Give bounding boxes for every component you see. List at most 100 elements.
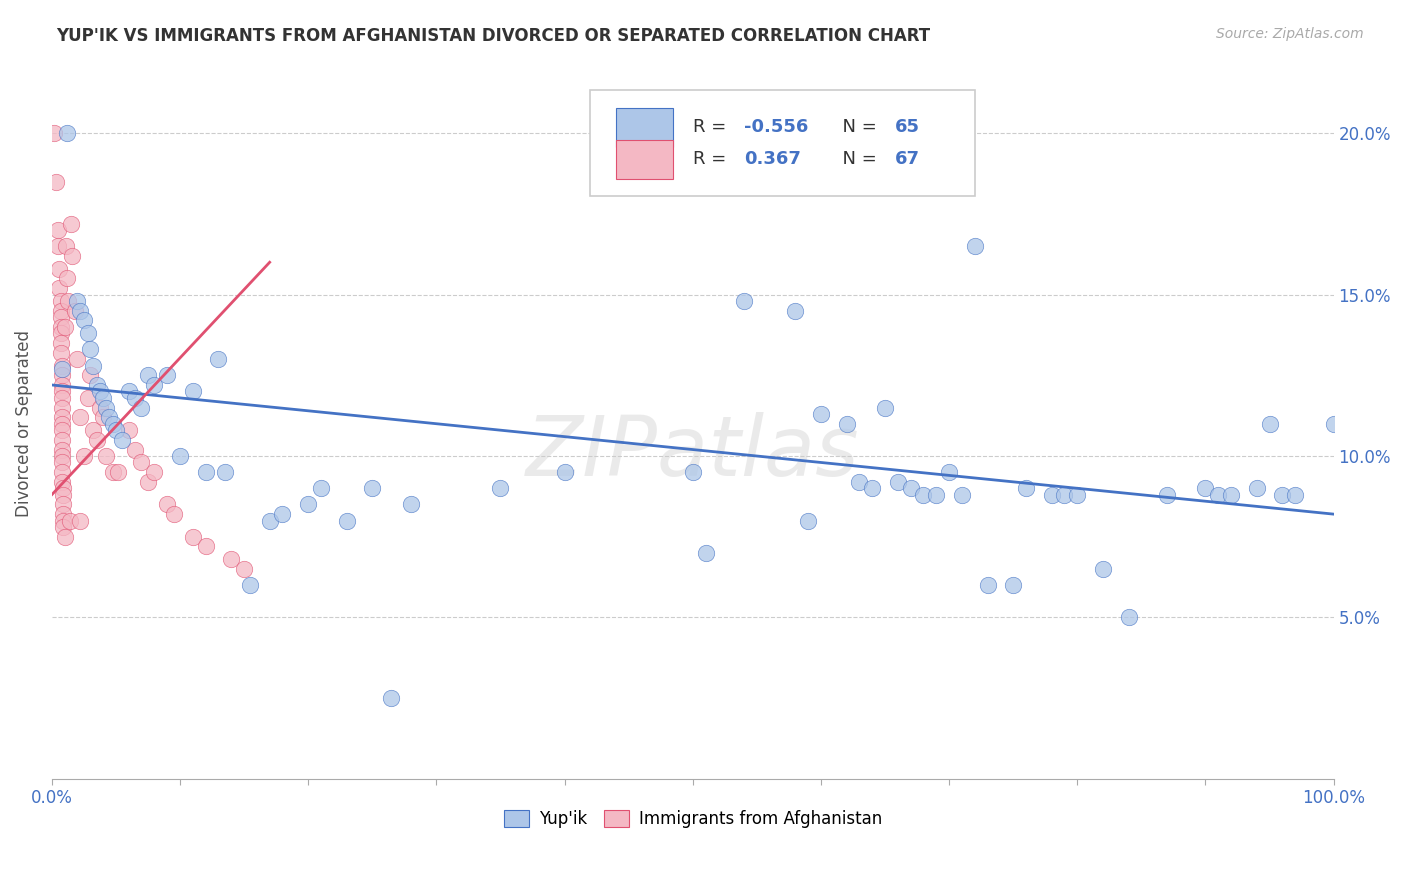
Point <box>51 475 73 489</box>
Point <box>45 175 67 189</box>
Point <box>91 391 114 405</box>
Point <box>49 293 72 308</box>
Point <box>49 303 72 318</box>
Point <box>56 126 79 140</box>
FancyBboxPatch shape <box>591 90 974 196</box>
Point <box>98 410 121 425</box>
Point <box>49 336 72 351</box>
Point <box>52 507 75 521</box>
Point <box>181 530 204 544</box>
Point <box>94 449 117 463</box>
Point <box>1323 417 1346 431</box>
Point <box>111 433 134 447</box>
Point <box>950 488 973 502</box>
Point <box>682 465 704 479</box>
Point <box>86 433 108 447</box>
Point <box>259 514 281 528</box>
Point <box>107 465 129 479</box>
Point <box>143 465 166 479</box>
Point <box>1220 488 1243 502</box>
Point <box>380 691 402 706</box>
Point <box>48 281 70 295</box>
Point <box>53 319 76 334</box>
Text: YUP'IK VS IMMIGRANTS FROM AFGHANISTAN DIVORCED OR SEPARATED CORRELATION CHART: YUP'IK VS IMMIGRANTS FROM AFGHANISTAN DI… <box>56 27 931 45</box>
Text: Source: ZipAtlas.com: Source: ZipAtlas.com <box>1216 27 1364 41</box>
Point <box>1194 481 1216 495</box>
Point <box>49 319 72 334</box>
Point <box>1066 488 1088 502</box>
Point <box>52 498 75 512</box>
Point <box>60 249 83 263</box>
Point <box>143 378 166 392</box>
Point <box>156 368 179 383</box>
Point <box>194 465 217 479</box>
Point <box>695 546 717 560</box>
Point <box>103 417 125 431</box>
Point <box>219 552 242 566</box>
Point <box>49 345 72 359</box>
Point <box>89 401 111 415</box>
Point <box>214 465 236 479</box>
Point <box>233 562 256 576</box>
Point <box>69 410 91 425</box>
Bar <box>616 139 673 178</box>
Bar <box>616 108 673 146</box>
Point <box>124 391 146 405</box>
Point <box>51 391 73 405</box>
Point <box>51 465 73 479</box>
Point <box>52 488 75 502</box>
Text: 67: 67 <box>896 150 921 168</box>
Point <box>79 343 101 357</box>
Point <box>51 455 73 469</box>
Point <box>124 442 146 457</box>
Point <box>76 391 98 405</box>
Point <box>51 410 73 425</box>
Point <box>52 514 75 528</box>
Point <box>73 449 96 463</box>
Point <box>118 423 141 437</box>
Point <box>48 261 70 276</box>
Point <box>79 368 101 383</box>
Point <box>873 401 896 415</box>
Point <box>46 239 69 253</box>
Text: N =: N = <box>831 118 883 136</box>
Point <box>1118 610 1140 624</box>
Point <box>49 310 72 325</box>
Point <box>51 433 73 447</box>
Point <box>925 488 948 502</box>
Point <box>136 368 159 383</box>
Point <box>1015 481 1038 495</box>
Point <box>194 540 217 554</box>
Point <box>1156 488 1178 502</box>
Point <box>76 326 98 341</box>
Point <box>207 352 229 367</box>
Text: ZIPatlas: ZIPatlas <box>526 411 859 492</box>
Point <box>169 449 191 463</box>
Point <box>104 423 127 437</box>
Point <box>963 239 986 253</box>
Point <box>51 384 73 399</box>
Point <box>1206 488 1229 502</box>
Point <box>52 481 75 495</box>
Point <box>52 520 75 534</box>
Point <box>938 465 960 479</box>
Point <box>56 271 79 285</box>
Point <box>51 442 73 457</box>
Point <box>131 455 153 469</box>
Point <box>69 514 91 528</box>
Y-axis label: Divorced or Separated: Divorced or Separated <box>15 330 32 517</box>
Point <box>49 326 72 341</box>
Point <box>118 384 141 399</box>
Point <box>51 423 73 437</box>
Point <box>1091 562 1114 576</box>
Point <box>73 313 96 327</box>
Point <box>239 578 262 592</box>
Point <box>51 417 73 431</box>
Point <box>1271 488 1294 502</box>
Point <box>361 481 384 495</box>
Point <box>1053 488 1076 502</box>
Point <box>86 378 108 392</box>
Point <box>51 361 73 376</box>
Point <box>733 293 755 308</box>
Point <box>89 384 111 399</box>
